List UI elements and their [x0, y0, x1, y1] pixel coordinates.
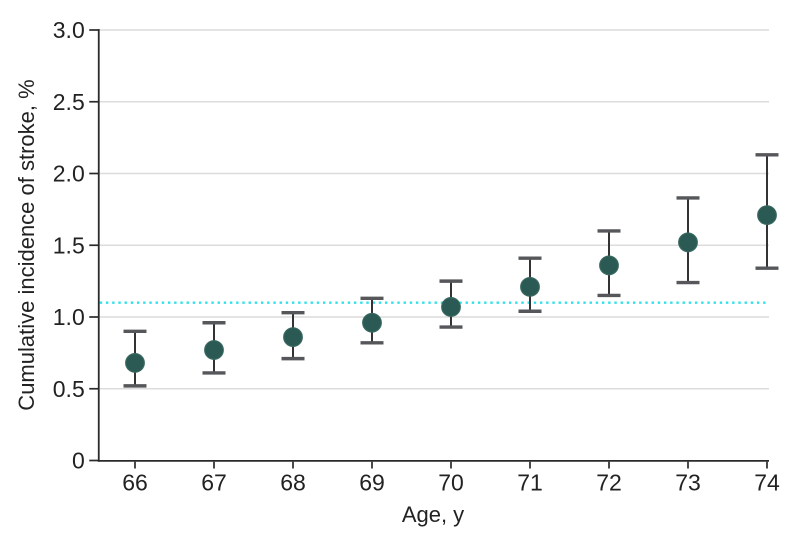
data-point-marker: [599, 255, 619, 276]
data-point-marker: [125, 353, 145, 373]
data-layer: [123, 153, 779, 388]
data-point-marker: [678, 232, 698, 253]
y-tick-label: 0: [72, 448, 85, 474]
data-point-marker: [362, 312, 382, 333]
x-axis-title: Age, y: [402, 502, 464, 527]
data-point-marker: [441, 297, 461, 317]
data-point-marker: [283, 327, 303, 347]
y-axis-title: Cumulative incidence of stroke, %: [14, 79, 39, 410]
data-point-marker: [757, 205, 777, 226]
x-tick-label: 71: [517, 470, 543, 496]
x-tick-label: 70: [438, 470, 464, 496]
y-tick-label: 2.5: [53, 89, 85, 115]
y-tick-label: 1.5: [53, 232, 85, 258]
x-tick-label: 66: [122, 470, 148, 496]
gridlines-layer: [98, 29, 769, 390]
y-tick-label: 1.0: [53, 304, 85, 330]
y-tick-label: 2.0: [53, 161, 85, 187]
data-point-marker: [520, 276, 540, 297]
data-point-marker: [204, 340, 224, 360]
y-tick-label: 0.5: [53, 376, 85, 402]
axes-layer: [89, 29, 769, 469]
tick-labels-layer: 0 0.5 1.0 1.5 2.0 2.5 3.0 66 67 68 69 70 71 72 73 74: [53, 17, 780, 496]
y-tick-label: 3.0: [53, 17, 85, 43]
x-tick-label: 74: [754, 470, 780, 496]
x-tick-label: 69: [359, 470, 385, 496]
x-tick-label: 73: [675, 470, 701, 496]
x-tick-label: 72: [596, 470, 622, 496]
x-tick-label: 67: [201, 470, 227, 496]
x-tick-label: 68: [280, 470, 306, 496]
